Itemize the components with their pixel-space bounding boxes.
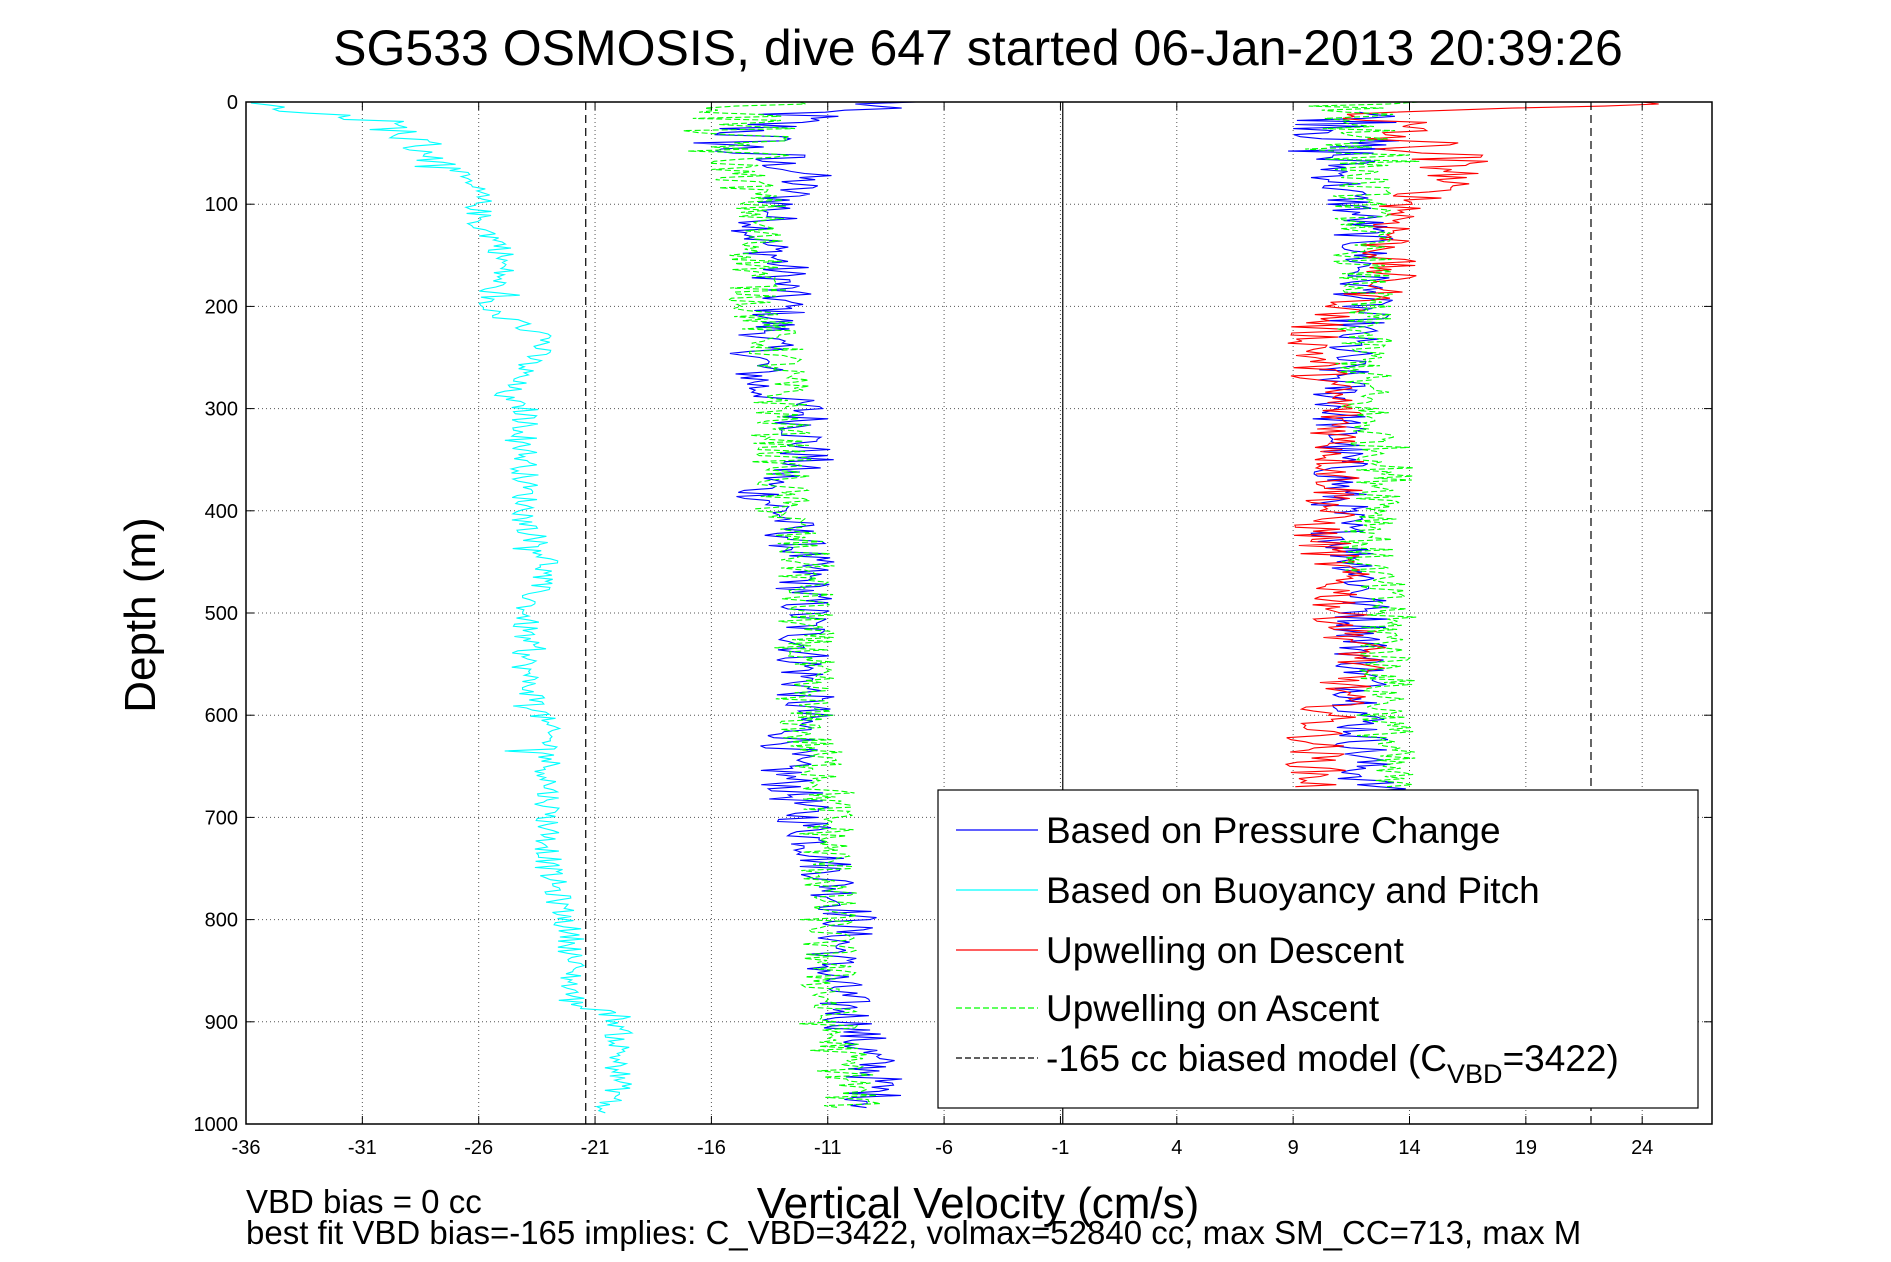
x-tick-label: 24 <box>1631 1137 1653 1159</box>
x-tick-label: 14 <box>1398 1137 1420 1159</box>
series-line-3-0 <box>683 101 881 1109</box>
y-tick-label: 700 <box>205 807 238 829</box>
series-line-2-0 <box>1284 101 1659 788</box>
chart-title: SG533 OSMOSIS, dive 647 started 06-Jan-2… <box>333 20 1623 76</box>
y-tick-label: 100 <box>205 194 238 216</box>
x-tick-label: -11 <box>814 1137 841 1159</box>
y-tick-label: 900 <box>205 1012 238 1034</box>
legend-label-1: Based on Buoyancy and Pitch <box>1046 870 1540 911</box>
best-fit-note: best fit VBD bias=-165 implies: C_VBD=34… <box>246 1214 1581 1251</box>
x-tick-label: -36 <box>232 1137 261 1159</box>
x-tick-label: -21 <box>581 1137 610 1159</box>
x-tick-label: 19 <box>1515 1137 1537 1159</box>
x-tick-label: -6 <box>935 1137 953 1159</box>
series-line-1-0 <box>250 102 634 1114</box>
y-tick-label: 800 <box>205 910 238 932</box>
x-tick-label: 9 <box>1288 1137 1299 1159</box>
y-axis-label: Depth (m) <box>116 517 165 713</box>
y-tick-label: 400 <box>205 501 238 523</box>
legend-label-2: Upwelling on Descent <box>1046 930 1405 971</box>
x-tick-label: -1 <box>1052 1137 1070 1159</box>
y-tick-label: 300 <box>205 399 238 421</box>
y-tick-label: 500 <box>205 603 238 625</box>
x-tick-label: -26 <box>464 1137 493 1159</box>
legend: Based on Pressure Change Based on Buoyanc… <box>937 789 1699 1109</box>
legend-label-3: Upwelling on Ascent <box>1046 988 1380 1029</box>
y-tick-label: 200 <box>205 296 238 318</box>
series-layer <box>250 101 1659 1114</box>
x-axis-ticks: -36 -31 -26 -21 -16 -11 -6 -1 4 9 14 19 24 <box>232 102 1653 1159</box>
y-tick-label: 1000 <box>194 1114 239 1136</box>
series-line-0-0 <box>693 101 917 1109</box>
y-tick-label: 0 <box>227 92 238 114</box>
x-axis-label: Vertical Velocity (cm/s) <box>757 1179 1200 1228</box>
vbd-bias-note: VBD bias = 0 cc <box>246 1183 482 1220</box>
legend-box <box>937 789 1699 1109</box>
y-tick-label: 600 <box>205 705 238 727</box>
x-tick-label: -31 <box>348 1137 377 1159</box>
x-tick-label: 4 <box>1171 1137 1182 1159</box>
series-line-0-1 <box>1288 111 1406 798</box>
x-tick-label: -16 <box>697 1137 726 1159</box>
y-axis-ticks: 0 100 200 300 400 500 600 700 800 900 1000 <box>194 92 1712 1136</box>
series-line-3-1 <box>1305 101 1420 788</box>
legend-label-0: Based on Pressure Change <box>1046 810 1501 851</box>
